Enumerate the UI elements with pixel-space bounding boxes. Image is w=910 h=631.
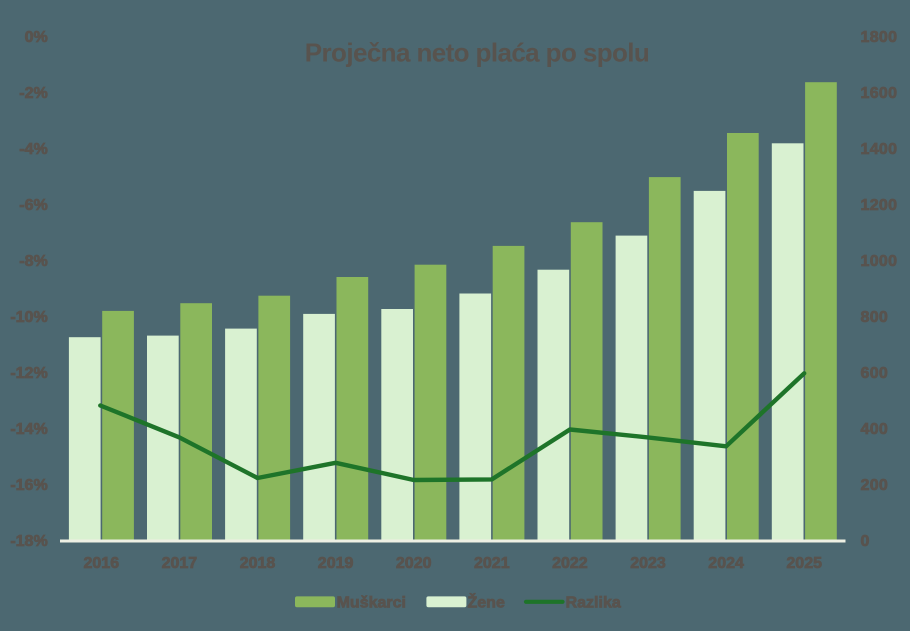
svg-text:-2%: -2% (19, 85, 47, 102)
svg-text:1000: 1000 (861, 253, 898, 270)
svg-text:2020: 2020 (396, 555, 432, 572)
svg-text:-12%: -12% (10, 365, 47, 382)
svg-text:200: 200 (861, 477, 889, 494)
svg-text:-6%: -6% (19, 197, 47, 214)
svg-text:1600: 1600 (861, 85, 898, 102)
svg-text:800: 800 (861, 309, 889, 326)
svg-text:2023: 2023 (630, 555, 666, 572)
svg-text:-10%: -10% (10, 309, 47, 326)
svg-text:2024: 2024 (708, 555, 744, 572)
svg-text:1200: 1200 (861, 197, 898, 214)
svg-text:-16%: -16% (10, 477, 47, 494)
svg-text:Žene: Žene (468, 593, 505, 612)
svg-text:2022: 2022 (552, 555, 588, 572)
svg-text:2021: 2021 (474, 555, 510, 572)
svg-text:0%: 0% (25, 29, 48, 46)
svg-text:-14%: -14% (10, 421, 47, 438)
svg-text:-4%: -4% (19, 141, 47, 158)
svg-text:2019: 2019 (318, 555, 354, 572)
svg-text:1400: 1400 (861, 141, 898, 158)
svg-text:Proječna neto plaća po spolu: Proječna neto plaća po spolu (305, 38, 649, 68)
svg-text:-18%: -18% (10, 533, 47, 550)
svg-text:600: 600 (861, 365, 889, 382)
svg-text:Muškarci: Muškarci (337, 595, 406, 612)
svg-text:2017: 2017 (162, 555, 198, 572)
svg-text:2025: 2025 (786, 555, 822, 572)
svg-text:Razlika: Razlika (566, 595, 621, 612)
svg-text:-8%: -8% (19, 253, 47, 270)
svg-text:2018: 2018 (240, 555, 276, 572)
svg-text:0: 0 (861, 533, 870, 550)
svg-text:1800: 1800 (861, 29, 898, 46)
svg-text:2016: 2016 (84, 555, 120, 572)
svg-text:400: 400 (861, 421, 889, 438)
